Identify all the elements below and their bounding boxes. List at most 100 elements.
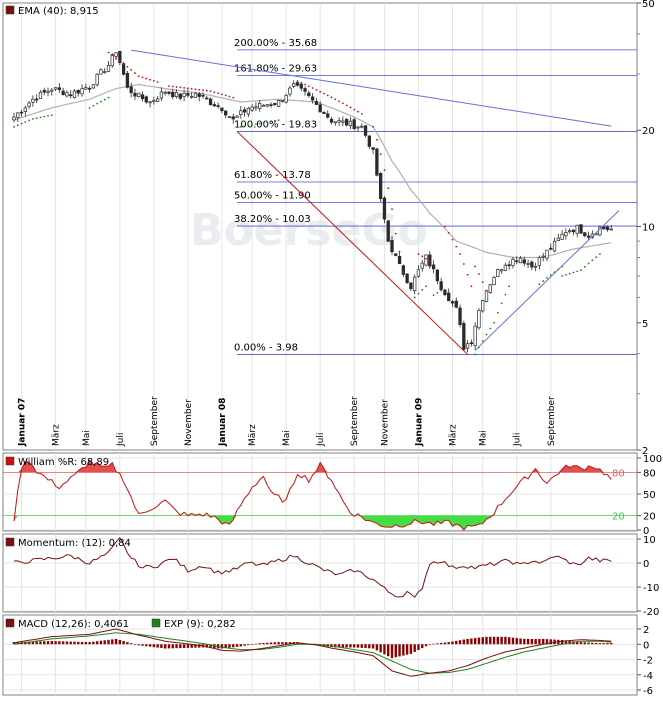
sar-dot-red <box>349 106 352 109</box>
candle-body <box>84 87 88 90</box>
candle-body <box>605 226 610 231</box>
candle-body <box>394 253 398 256</box>
macd-histogram-bar <box>171 644 174 649</box>
macd-histogram-bar <box>470 638 473 645</box>
macd-histogram-bar <box>375 644 379 651</box>
candle-body <box>348 120 353 126</box>
candle-body <box>465 343 470 349</box>
sar-dot-red <box>372 125 374 128</box>
fib-level-label: 0.00% - 3.98 <box>234 342 298 353</box>
candle-body <box>186 93 190 96</box>
macd-histogram-bar <box>481 637 484 645</box>
macd-histogram-bar <box>269 642 273 645</box>
candle-body <box>65 92 69 97</box>
sar-dot-green <box>239 125 242 128</box>
x-tick-label: März <box>52 424 62 446</box>
candle-body <box>99 69 103 75</box>
candle-body <box>481 300 485 312</box>
candle-body <box>50 89 54 92</box>
candle-body <box>182 92 186 97</box>
candle-body <box>159 91 164 99</box>
macd-histogram-bar <box>175 644 178 649</box>
sar-dot-red <box>334 98 337 101</box>
macd-histogram-bar <box>356 644 360 648</box>
sar-dot-red <box>296 80 299 82</box>
candle-body <box>356 126 360 129</box>
candle-body <box>178 93 182 99</box>
williams-line <box>13 459 612 531</box>
candle-body <box>284 95 288 103</box>
sar-dot-green <box>88 106 91 109</box>
momentum-legend-swatch <box>5 537 15 547</box>
candle-body <box>431 264 436 270</box>
candle-body <box>163 91 167 94</box>
candle-body <box>473 325 477 346</box>
trend-line-upper <box>131 49 612 127</box>
sar-dot-green <box>542 280 545 282</box>
x-tick-label: März <box>248 424 258 446</box>
candle-body <box>303 88 307 92</box>
macd-histogram-bar <box>591 642 594 645</box>
candle-body <box>549 247 553 250</box>
x-tick-label: Mai <box>282 430 292 446</box>
macd-histogram-bar <box>224 644 227 649</box>
sar-dot-red <box>345 104 348 107</box>
macd-histogram-bar <box>579 642 583 645</box>
sar-dot-green <box>92 104 95 107</box>
candle-body <box>193 92 198 98</box>
candle-body <box>583 232 587 237</box>
macd-histogram-bar <box>141 644 144 646</box>
x-tick-label: Mai <box>479 430 489 446</box>
macd-histogram-bar <box>602 643 605 645</box>
x-tick-label: März <box>448 424 458 446</box>
sar-dot-red <box>402 271 405 274</box>
candle-body <box>564 232 568 237</box>
sar-dot-red <box>417 253 420 255</box>
candle-body <box>280 100 285 102</box>
momentum-legend: Momentum: (12): 0,84 <box>18 538 131 549</box>
candle-body <box>409 282 413 290</box>
macd-histogram-bar <box>12 642 16 645</box>
x-tick-label: Januar 09 <box>414 398 424 447</box>
candle-body <box>53 87 58 90</box>
sar-dot-red <box>338 100 340 103</box>
sar-dot-green <box>50 114 53 117</box>
fib-level-label: 100.00% - 19.83 <box>234 119 317 130</box>
macd-histogram-bar <box>334 644 337 648</box>
x-tick-label: November <box>380 399 390 446</box>
candle-body <box>337 120 341 123</box>
sar-dot-red <box>137 75 140 78</box>
sar-dot-red <box>141 76 144 79</box>
candle-body <box>568 230 572 233</box>
sar-dot-green <box>564 273 567 276</box>
candle-body <box>144 96 148 103</box>
macd-histogram-bar <box>50 641 53 645</box>
williams-legend: William %R: 68,89 <box>18 457 109 468</box>
sar-dot-green <box>599 253 601 255</box>
candle-body <box>224 110 228 116</box>
sar-dot-red <box>462 263 465 265</box>
candle-body <box>12 116 16 121</box>
candle-body <box>352 119 356 129</box>
macd-histogram-bar <box>447 642 450 645</box>
fib-level-label: 61.80% - 13.78 <box>234 170 311 181</box>
macd-y-tick-label: 2 <box>643 625 649 636</box>
x-tick-label: November <box>184 399 194 446</box>
sar-dot-green <box>576 270 579 273</box>
sar-dot-red <box>213 91 216 94</box>
candle-body <box>314 101 319 105</box>
macd-histogram-bar <box>462 639 466 645</box>
sar-dot-red <box>175 86 178 88</box>
sar-dot-red <box>315 88 318 91</box>
sar-dot-red <box>107 51 110 54</box>
macd-histogram-bar <box>118 639 122 645</box>
macd-histogram-bar <box>31 641 35 645</box>
candle-body <box>69 94 73 97</box>
macd-histogram-bar <box>129 643 133 645</box>
x-tick-label: September <box>350 396 360 446</box>
candle-body <box>416 269 421 277</box>
macd-histogram-bar <box>341 644 345 648</box>
sar-dot-red <box>304 83 306 86</box>
candle-body <box>420 262 424 269</box>
macd-histogram-bar <box>156 644 159 648</box>
